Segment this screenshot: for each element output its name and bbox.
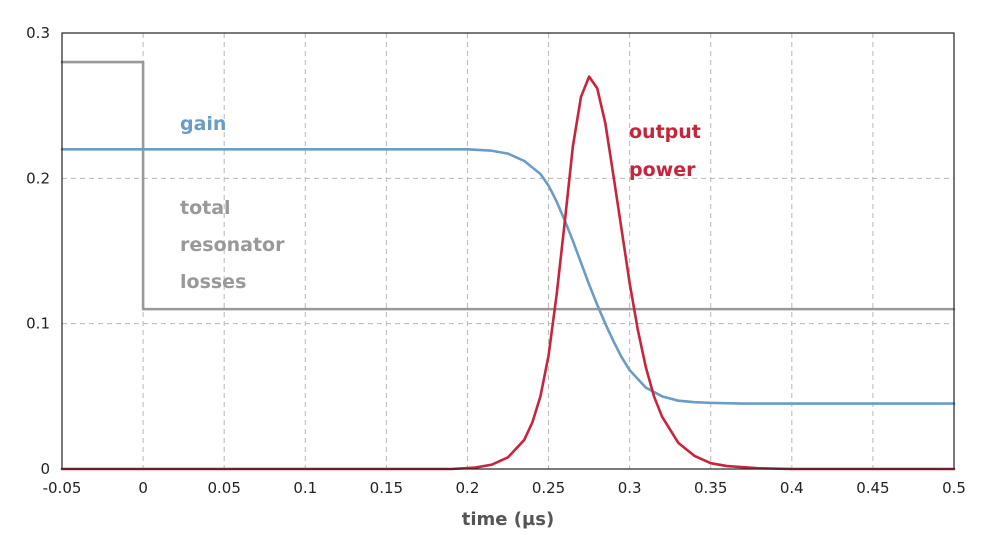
tick-labels: -0.05 0 0.05 0.1 0.15 0.2 0.25 0.3 0.35 0.4 0.45 0.… [26,24,966,497]
series-label-line: total [180,197,231,219]
x-tick-label: 0.45 [856,479,889,497]
x-tick-label: 0 [138,479,148,497]
x-tick-label: 0.15 [370,479,403,497]
total-resonator-losses-line [60,60,956,311]
x-tick-label: -0.05 [43,479,82,497]
x-tick-label: 0.05 [207,479,240,497]
gain-line [60,147,956,405]
x-tick-label: 0.35 [694,479,727,497]
x-tick-label: 0.2 [456,479,480,497]
series-label-line: power [629,159,696,181]
total-resonator-losses-label: total resonator losses [180,197,285,293]
plot-frame [61,32,955,470]
x-axis-title: time (µs) [462,509,554,530]
plot-lines [60,60,956,471]
y-tick-label: 0.2 [26,169,50,187]
series-label-line: output [629,121,701,143]
y-tick-label: 0.1 [26,315,50,333]
output-power-label: output power [629,121,701,181]
y-tick-label: 0 [40,460,50,478]
x-tick-label: 0.5 [942,479,966,497]
series-label-line: gain [180,113,226,135]
series-label-line: losses [180,271,246,293]
gain-label: gain [180,113,226,135]
series-label-line: resonator [180,234,285,256]
x-tick-label: 0.25 [532,479,565,497]
x-tick-label: 0.1 [293,479,317,497]
y-tick-label: 0.3 [26,24,50,42]
series-labels: gain total resonator losses output power [180,113,701,293]
grid [62,33,954,469]
x-tick-label: 0.4 [780,479,804,497]
output-power-line [60,75,956,471]
x-tick-label: 0.3 [618,479,642,497]
